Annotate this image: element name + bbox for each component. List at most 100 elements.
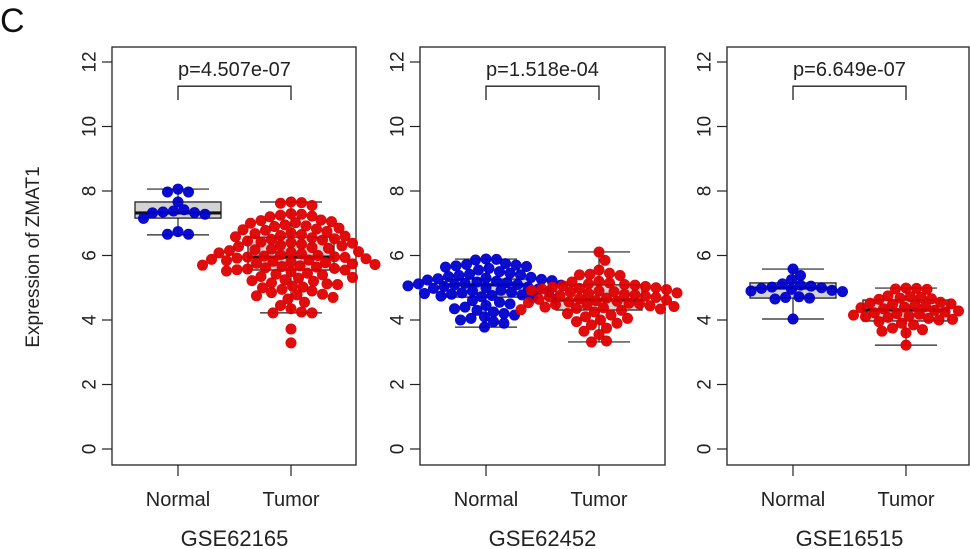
data-point	[615, 304, 627, 316]
x-tick-label: Tumor	[262, 489, 319, 511]
p-value-label: p=6.649e-07	[793, 59, 906, 81]
data-point	[316, 288, 328, 300]
data-point	[836, 286, 848, 298]
data-point	[946, 313, 958, 325]
data-point	[913, 308, 925, 320]
data-point	[310, 223, 322, 235]
data-point	[346, 271, 358, 283]
data-point	[766, 281, 778, 293]
data-point	[289, 217, 301, 229]
y-tick-label: 10	[388, 116, 409, 137]
data-point	[412, 278, 424, 290]
data-point	[535, 273, 547, 285]
data-point	[900, 327, 912, 339]
data-point	[533, 293, 545, 305]
data-point	[442, 270, 454, 282]
plot-frame	[726, 46, 970, 466]
data-point	[221, 255, 233, 267]
y-tick-label: 8	[80, 186, 101, 197]
data-point	[536, 283, 548, 295]
data-point	[274, 197, 286, 209]
data-point	[907, 319, 919, 331]
y-tick-label: 0	[388, 444, 409, 455]
data-point	[259, 224, 271, 236]
data-point	[360, 253, 372, 265]
data-point	[564, 286, 576, 298]
data-point	[285, 237, 297, 249]
x-tick-label: Tumor	[877, 489, 934, 511]
data-point	[493, 296, 505, 308]
p-value-label: p=1.518e-04	[486, 59, 599, 81]
y-tick-label: 6	[695, 250, 716, 261]
y-tick-label: 12	[695, 51, 716, 72]
data-point	[172, 196, 184, 208]
data-point	[618, 279, 630, 291]
data-point	[459, 301, 471, 313]
data-point	[597, 302, 609, 314]
data-point	[515, 304, 527, 316]
data-point	[826, 284, 838, 296]
y-tick-label: 2	[80, 379, 101, 390]
data-point	[197, 259, 209, 271]
data-point	[785, 283, 797, 295]
data-point	[303, 254, 315, 266]
data-point	[769, 293, 781, 305]
data-point	[787, 263, 799, 275]
data-point	[483, 262, 495, 274]
data-point	[945, 298, 957, 310]
data-point	[172, 226, 184, 238]
data-point	[310, 261, 322, 273]
data-point	[267, 255, 279, 267]
data-point	[267, 307, 279, 319]
data-point	[459, 277, 471, 289]
data-point	[570, 316, 582, 328]
data-point	[231, 252, 243, 264]
data-point	[600, 292, 612, 304]
data-point	[745, 285, 757, 297]
data-point	[864, 297, 876, 309]
data-point	[921, 283, 933, 295]
data-point	[270, 268, 282, 280]
data-point	[265, 243, 277, 255]
data-point	[650, 282, 662, 294]
data-point	[256, 282, 268, 294]
data-point	[877, 303, 889, 315]
data-point	[546, 281, 558, 293]
y-tick-label: 12	[388, 51, 409, 72]
p-value-label: p=4.507e-07	[178, 59, 291, 81]
data-point	[499, 258, 511, 270]
data-point	[307, 275, 319, 287]
data-point	[903, 310, 915, 322]
data-point	[928, 304, 940, 316]
data-point	[285, 227, 297, 239]
data-point	[629, 279, 641, 291]
data-point	[454, 314, 466, 326]
data-point	[498, 308, 510, 320]
data-point	[876, 325, 888, 337]
data-point	[588, 306, 600, 318]
data-point	[328, 233, 340, 245]
data-point	[255, 270, 267, 282]
data-point	[162, 186, 174, 198]
data-point	[594, 314, 606, 326]
x-tick-label: Tumor	[570, 489, 627, 511]
data-point	[600, 322, 612, 334]
data-point	[295, 197, 307, 209]
data-point	[514, 269, 526, 281]
data-point	[916, 324, 928, 336]
data-point	[590, 295, 602, 307]
data-point	[660, 284, 672, 296]
data-point	[650, 291, 662, 303]
data-point	[922, 312, 934, 324]
y-axis-label: Expression of ZMAT1	[23, 166, 44, 347]
data-point	[328, 262, 340, 274]
data-point	[316, 234, 328, 246]
plot-frame	[419, 46, 666, 466]
data-point	[251, 257, 263, 269]
data-point	[480, 299, 492, 311]
x-tick-label: Normal	[146, 489, 210, 511]
data-point	[249, 244, 261, 256]
data-point	[873, 316, 885, 328]
data-point	[295, 229, 307, 241]
